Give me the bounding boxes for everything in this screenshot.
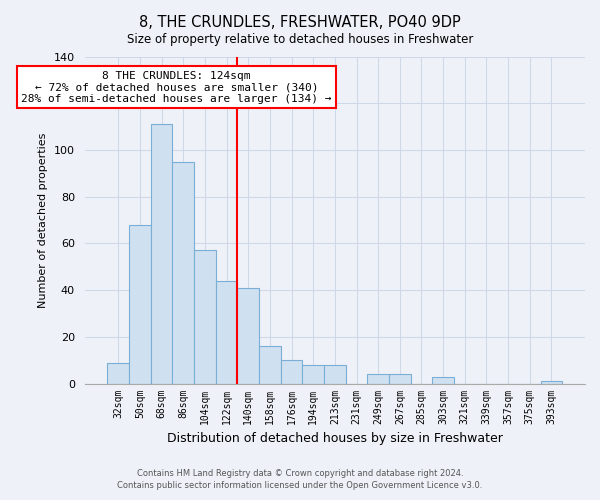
- Bar: [107, 362, 129, 384]
- Text: Size of property relative to detached houses in Freshwater: Size of property relative to detached ho…: [127, 32, 473, 46]
- Text: 8, THE CRUNDLES, FRESHWATER, PO40 9DP: 8, THE CRUNDLES, FRESHWATER, PO40 9DP: [139, 15, 461, 30]
- Bar: [194, 250, 216, 384]
- Bar: [367, 374, 389, 384]
- Text: 8 THE CRUNDLES: 124sqm
← 72% of detached houses are smaller (340)
28% of semi-de: 8 THE CRUNDLES: 124sqm ← 72% of detached…: [22, 70, 332, 104]
- Bar: [389, 374, 410, 384]
- Bar: [541, 381, 562, 384]
- Bar: [324, 365, 346, 384]
- Bar: [216, 281, 238, 384]
- Y-axis label: Number of detached properties: Number of detached properties: [38, 132, 48, 308]
- Bar: [281, 360, 302, 384]
- X-axis label: Distribution of detached houses by size in Freshwater: Distribution of detached houses by size …: [167, 432, 503, 445]
- Bar: [129, 224, 151, 384]
- Bar: [151, 124, 172, 384]
- Bar: [238, 288, 259, 384]
- Bar: [433, 376, 454, 384]
- Bar: [172, 162, 194, 384]
- Text: Contains HM Land Registry data © Crown copyright and database right 2024.
Contai: Contains HM Land Registry data © Crown c…: [118, 468, 482, 490]
- Bar: [259, 346, 281, 384]
- Bar: [302, 365, 324, 384]
